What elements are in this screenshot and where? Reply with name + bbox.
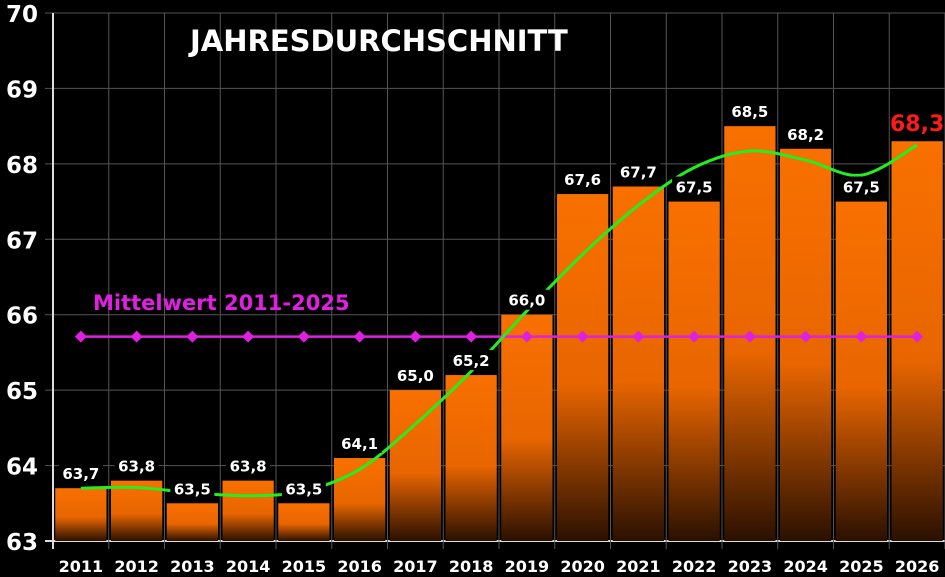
data-label: 68,2 [787,126,824,144]
y-tick-label: 68 [6,153,38,179]
data-label: 63,5 [174,480,211,498]
data-label-bg [226,455,271,476]
x-tick-label: 2025 [839,557,884,576]
bar-2024 [780,148,832,541]
y-tick-label: 69 [6,77,38,103]
x-tick-label: 2021 [616,557,661,576]
bar-2016 [334,458,386,541]
x-tick-label: 2015 [282,557,327,576]
mean-marker [74,330,87,343]
x-tick-label: 2017 [393,557,438,576]
data-label: 63,7 [62,465,99,483]
mean-marker [465,330,478,343]
data-label: 67,5 [676,179,713,197]
data-label: 65,2 [453,352,490,370]
x-tick-label: 2012 [114,557,159,576]
data-label-bg [449,350,494,371]
data-label-bg [393,365,438,386]
mean-marker [520,330,533,343]
mean-marker [911,330,924,343]
bar-2019 [501,314,553,541]
data-label: 68,3 [890,112,944,137]
data-label: 67,6 [564,171,601,189]
mean-marker [130,330,143,343]
data-label: 64,1 [341,435,378,453]
mean-line-label: Mittelwert 2011-2025 [93,291,350,315]
x-tick-label: 2024 [783,557,828,576]
data-label-bg [560,169,605,190]
data-label-bg [616,161,661,182]
mean-marker [242,330,255,343]
data-label: 67,7 [620,163,657,181]
x-tick-label: 2018 [449,557,494,576]
x-tick-label: 2023 [728,557,773,576]
mean-marker [632,330,645,343]
data-label-bg [895,109,940,136]
data-label-bg [839,176,884,197]
bar-2021 [612,186,664,541]
mean-marker [576,330,589,343]
data-label: 67,5 [843,179,880,197]
mean-marker [297,330,310,343]
data-label-bg [58,463,103,484]
y-tick-label: 65 [6,379,38,405]
bar-2012 [111,480,163,541]
data-label-bg [727,101,772,122]
y-tick-label: 63 [6,530,38,556]
x-tick-label: 2020 [560,557,605,576]
bar-2020 [557,194,609,541]
x-tick-label: 2016 [337,557,382,576]
bar-2014 [222,480,274,541]
trend-curve [80,143,918,498]
bar-2013 [166,503,218,541]
bars [55,126,943,542]
data-label-bg [170,478,215,499]
data-label-bg [281,478,326,499]
chart-title: JAHRESDURCHSCHNITT [188,24,568,58]
data-label: 63,8 [118,458,155,476]
data-label: 63,5 [285,480,322,498]
axes: 63 64 65 66 67 68 69 70 2011 2012 2013 2014 2015 2016… [6,2,939,576]
mean-marker [855,330,868,343]
x-tick-label: 2011 [59,557,104,576]
mean-line [74,330,924,343]
data-label: 65,0 [397,367,434,385]
bar-2022 [668,201,720,542]
mean-marker [409,330,422,343]
mean-marker [353,330,366,343]
data-label-bg [672,176,717,197]
mean-marker [743,330,756,343]
bar-2015 [278,503,330,541]
data-label-bg [337,433,382,454]
bar-2011 [55,488,107,541]
x-tick-label: 2013 [170,557,215,576]
data-label-bg [783,123,828,144]
x-tick-label: 2019 [505,557,550,576]
data-label: 66,0 [508,292,545,310]
x-tick-label: 2022 [672,557,717,576]
x-tick-label: 2014 [226,557,271,576]
bar-2017 [389,390,441,541]
y-tick-label: 67 [6,228,38,254]
mean-marker [688,330,701,343]
bar-2018 [445,375,497,541]
y-tick-label: 70 [6,2,38,28]
data-label: 63,8 [230,458,267,476]
bar-2025 [835,201,887,542]
data-label: 68,5 [731,103,768,121]
mean-marker [799,330,812,343]
y-tick-label: 66 [6,304,38,330]
mean-marker [186,330,199,343]
data-labels: 63,7 63,8 63,5 63,8 63,5 64,1 65,0 65,2 66,0 67,6… [58,101,944,499]
data-label-bg [504,289,549,310]
x-tick-label: 2026 [895,557,940,576]
y-tick-label: 64 [6,455,38,481]
trend-line [80,143,918,498]
data-label-bg [114,455,159,476]
